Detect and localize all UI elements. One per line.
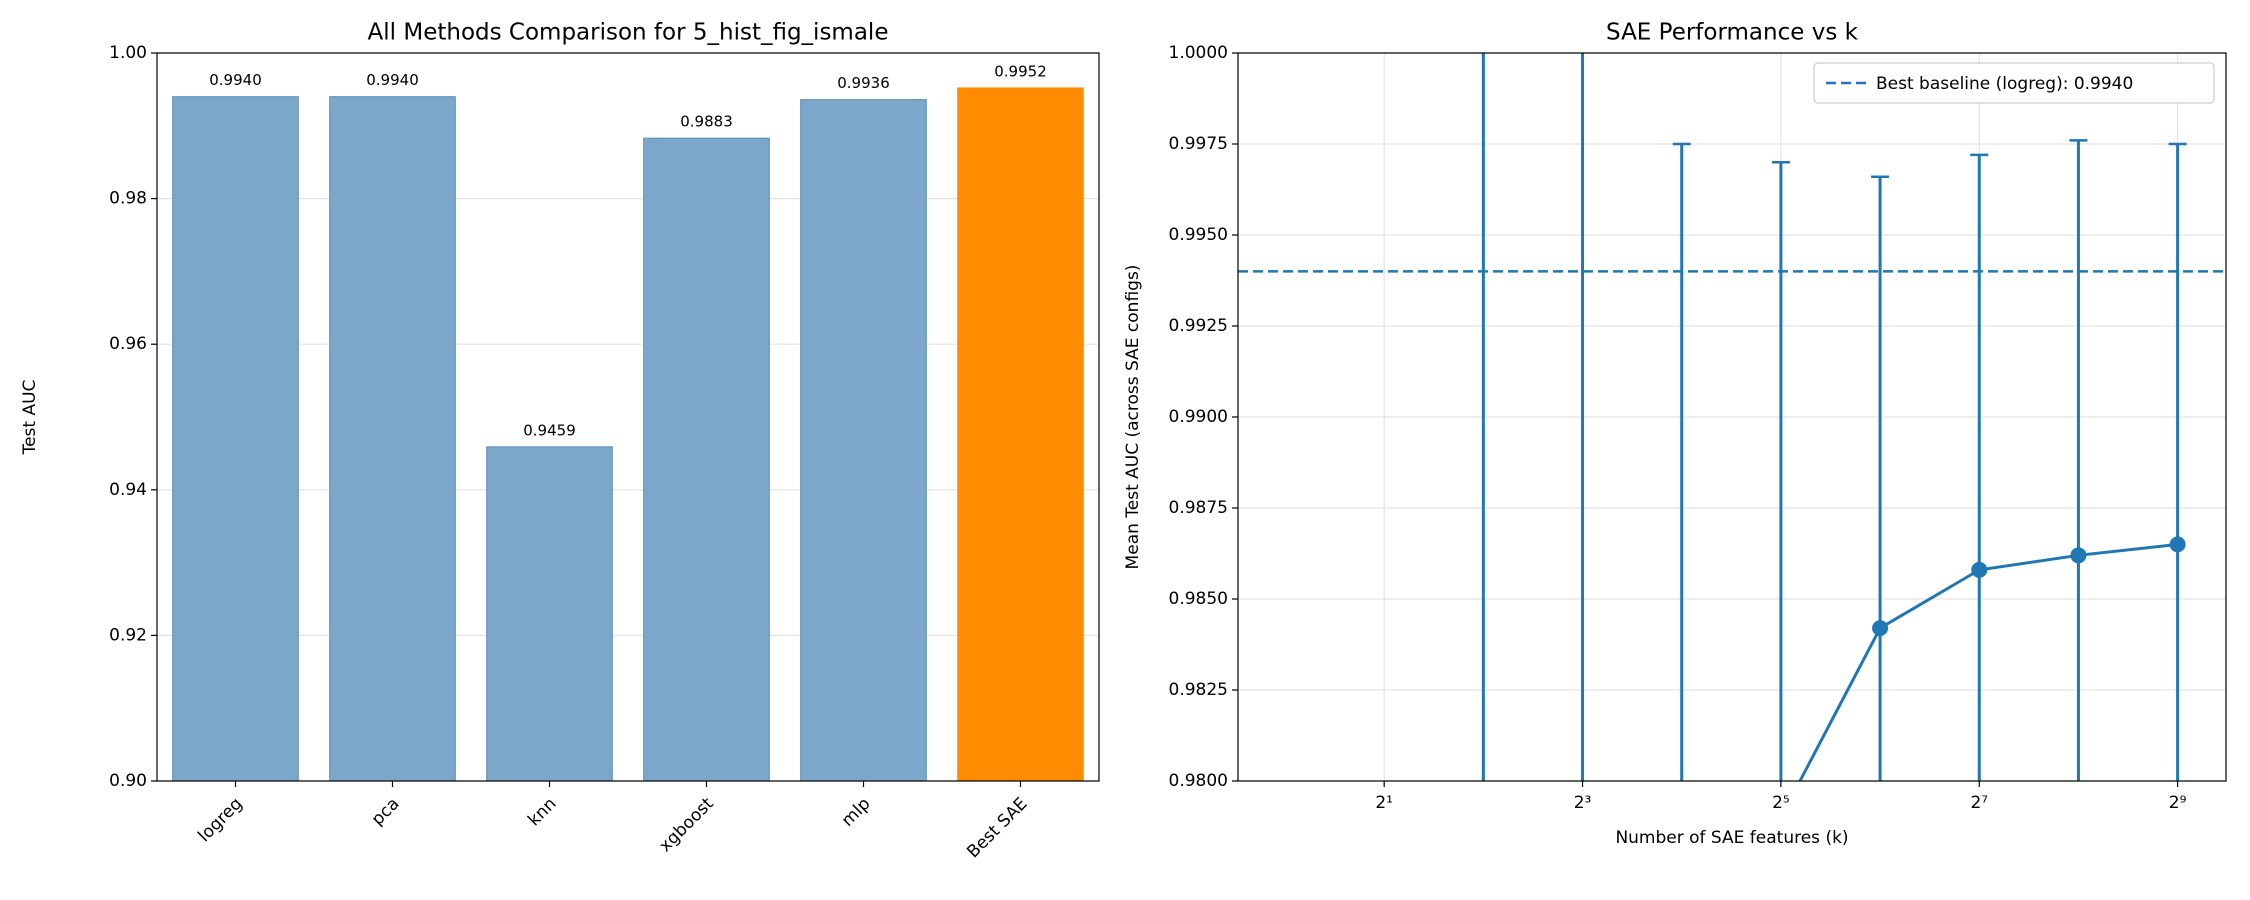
y-tick-label: 0.9950 xyxy=(1169,225,1228,245)
value-label: 0.9952 xyxy=(994,62,1047,80)
marker xyxy=(2070,547,2087,564)
bar xyxy=(800,99,927,782)
y-tick-label: 0.9850 xyxy=(1169,589,1228,609)
y-tick-label: 0.96 xyxy=(109,334,147,354)
y-tick-label: 1.00 xyxy=(109,43,147,63)
legend-label: Best baseline (logreg): 0.9940 xyxy=(1876,74,2133,94)
y-tick-label: 0.9875 xyxy=(1169,498,1228,518)
y-tick-label: 0.9825 xyxy=(1169,680,1228,700)
value-label: 0.9883 xyxy=(680,113,733,131)
y-tick-label: 0.9800 xyxy=(1169,771,1228,791)
bar xyxy=(957,87,1084,782)
chart-title: SAE Performance vs k xyxy=(1606,20,1859,46)
x-tick-label: Best SAE xyxy=(963,794,1031,862)
bar xyxy=(329,96,456,782)
x-tick-label: 2¹ xyxy=(1375,793,1393,813)
value-label: 0.9940 xyxy=(366,71,419,89)
legend-box xyxy=(1813,62,2215,104)
y-tick-label: 0.90 xyxy=(109,771,147,791)
bar xyxy=(643,137,770,782)
x-tick-label: 2³ xyxy=(1574,793,1592,813)
x-tick-label: 2⁵ xyxy=(1772,793,1790,813)
marker xyxy=(1971,561,1988,578)
x-tick-label: pca xyxy=(368,794,404,830)
value-label: 0.9940 xyxy=(209,71,262,89)
y-axis-label: Test AUC xyxy=(20,380,40,456)
plot-frame xyxy=(156,52,1100,782)
y-tick-label: 0.98 xyxy=(109,189,147,209)
bar xyxy=(486,446,613,782)
x-axis-label: Number of SAE features (k) xyxy=(1615,828,1848,848)
x-tick-label: knn xyxy=(524,794,560,830)
value-label: 0.9459 xyxy=(523,421,576,439)
value-label: 0.9936 xyxy=(837,74,890,92)
marker xyxy=(1872,620,1889,637)
y-tick-label: 0.9975 xyxy=(1169,134,1228,154)
y-tick-label: 0.9925 xyxy=(1169,316,1228,336)
y-tick-label: 1.0000 xyxy=(1169,43,1228,63)
bar xyxy=(172,96,299,782)
x-tick-label: logreg xyxy=(194,794,246,846)
marker xyxy=(2169,536,2186,553)
y-axis-label: Mean Test AUC (across SAE configs) xyxy=(1123,265,1143,570)
chart-title: All Methods Comparison for 5_hist_fig_is… xyxy=(368,20,889,46)
y-tick-label: 0.9900 xyxy=(1169,407,1228,427)
x-tick-label: 2⁹ xyxy=(2169,793,2187,813)
plot-frame xyxy=(1237,52,2227,782)
x-tick-label: 2⁷ xyxy=(1970,793,1988,813)
x-tick-label: xgboost xyxy=(655,794,717,856)
y-tick-label: 0.94 xyxy=(109,480,147,500)
x-tick-label: mlp xyxy=(838,794,875,831)
line xyxy=(1798,542,2178,781)
y-tick-label: 0.92 xyxy=(109,625,147,645)
plot-area xyxy=(1238,53,2226,781)
